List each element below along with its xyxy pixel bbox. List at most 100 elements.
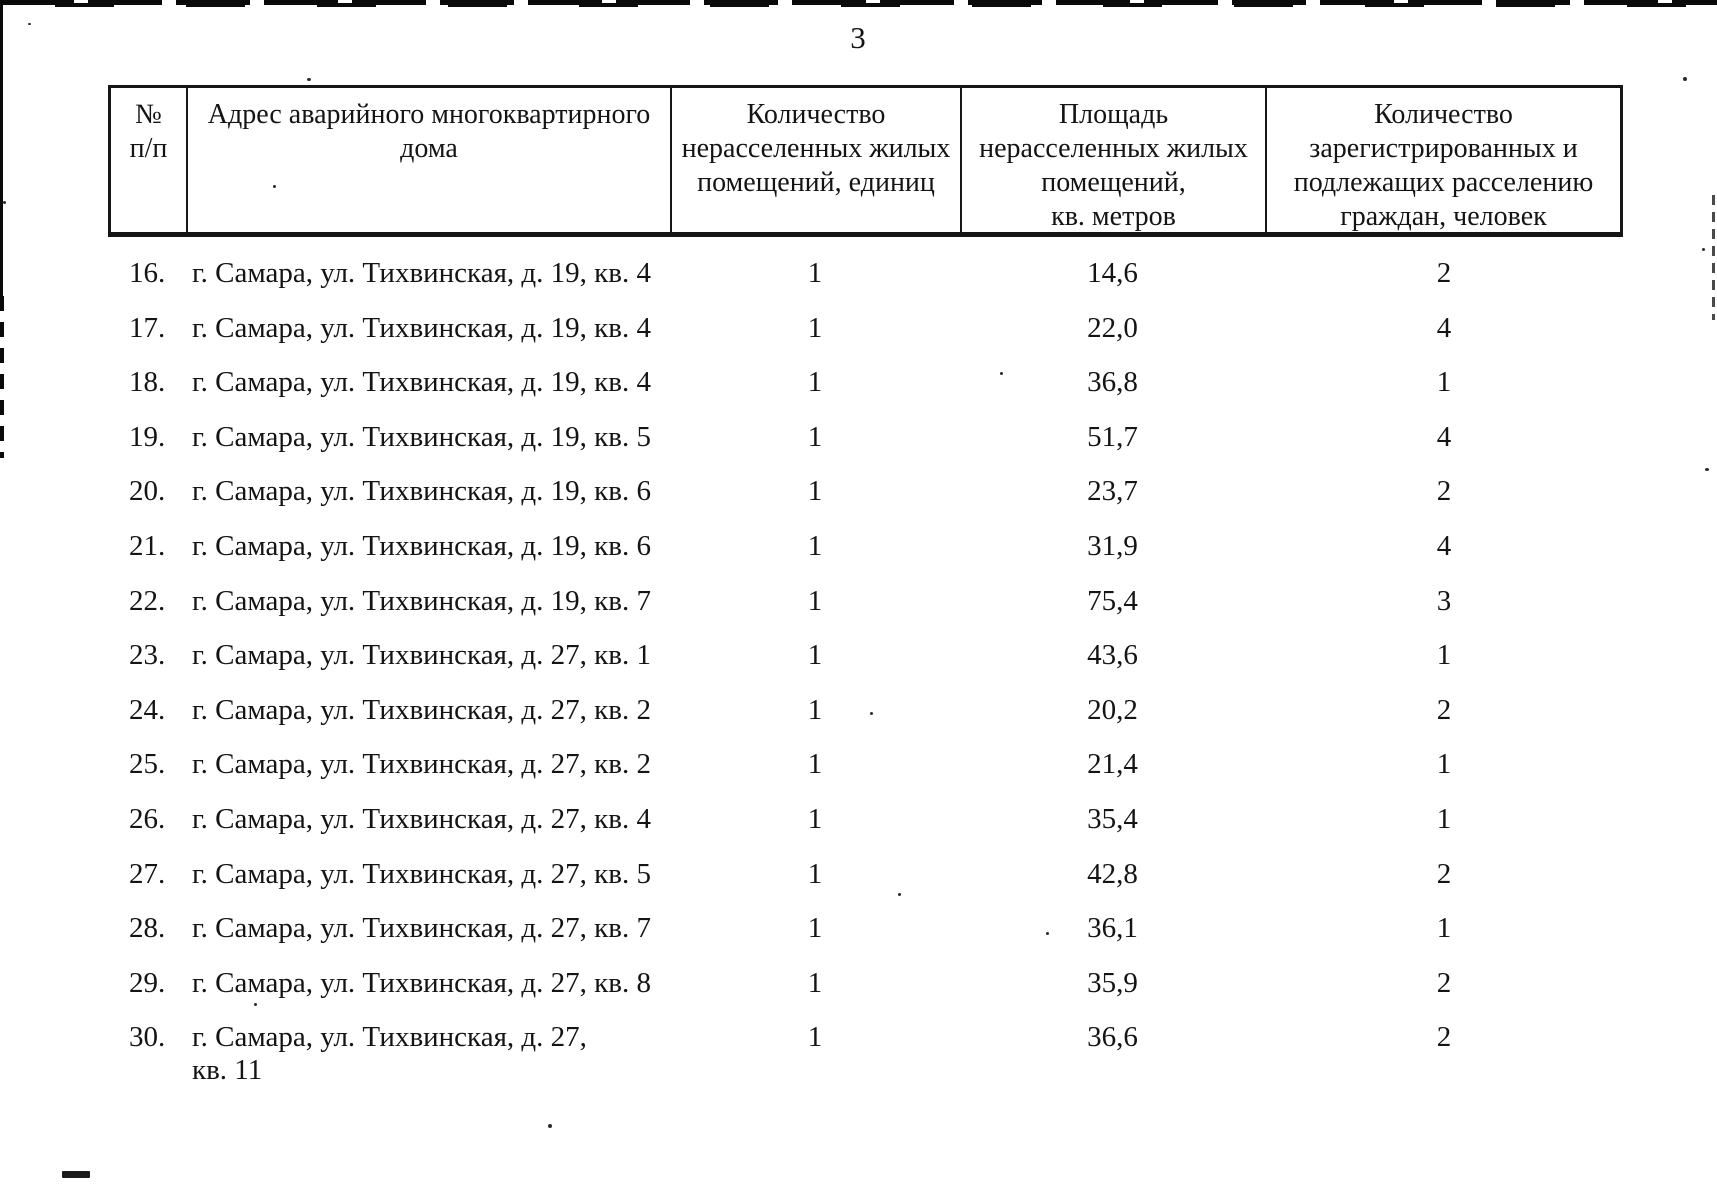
row-number-cell: 30. [129, 1021, 166, 1054]
row-citizens-cell: 4 [1436, 311, 1452, 344]
scan-speck [1683, 77, 1687, 81]
row-count-cell: 1 [807, 420, 823, 453]
row-address-cell: г. Самара, ул. Тихвинская, д. 19, кв. 6 [192, 529, 651, 562]
row-area-cell: 14,6 [1087, 257, 1138, 289]
row-area-cell: 75,4 [1087, 584, 1138, 617]
table-row: 30. г. Самара, ул. Тихвинская, д. 27, кв… [108, 1021, 1623, 1087]
row-number-cell: 24. [129, 693, 166, 726]
row-area-cell: 36,6 [1087, 1021, 1138, 1054]
row-address-cell: г. Самара, ул. Тихвинская, д. 27, кв. 8 [192, 966, 651, 999]
row-count-cell: 1 [807, 257, 823, 289]
table-row: 24. г. Самара, ул. Тихвинская, д. 27, кв… [108, 694, 1623, 749]
row-area-cell: 36,1 [1087, 912, 1138, 945]
row-citizens-cell: 3 [1436, 584, 1452, 617]
scan-left-edge-dashes [0, 296, 4, 458]
header-cell-count: Количество нерасселенных жилых помещений… [670, 88, 960, 232]
row-address-cell: г. Самара, ул. Тихвинская, д. 19, кв. 4 [192, 366, 651, 399]
row-citizens-cell: 2 [1436, 1021, 1452, 1054]
row-address-cell: г. Самара, ул. Тихвинская, д. 27, кв. 1 [192, 639, 651, 672]
scan-speck [898, 893, 901, 896]
scan-speck [1046, 932, 1049, 935]
header-cell-citizens: Количество зарегистрированных и подлежащ… [1265, 88, 1620, 232]
row-count-cell: 1 [807, 857, 823, 890]
row-area-cell: 21,4 [1087, 748, 1138, 781]
row-count-cell: 1 [807, 1021, 823, 1054]
scan-speck [273, 185, 276, 188]
scan-speck [1000, 372, 1003, 375]
row-address-cell: г. Самара, ул. Тихвинская, д. 19, кв. 4 [192, 257, 651, 289]
row-number-cell: 23. [129, 639, 166, 672]
row-address-cell: г. Самара, ул. Тихвинская, д. 19, кв. 4 [192, 311, 651, 344]
row-citizens-cell: 4 [1436, 420, 1452, 453]
row-area-cell: 51,7 [1087, 420, 1138, 453]
row-address-cell: г. Самара, ул. Тихвинская, д. 27, кв. 4 [192, 802, 651, 835]
scan-bottom-mark [62, 1171, 90, 1178]
row-count-cell: 1 [807, 475, 823, 508]
row-count-cell: 1 [807, 966, 823, 999]
row-area-cell: 20,2 [1087, 693, 1138, 726]
table-row: 25. г. Самара, ул. Тихвинская, д. 27, кв… [108, 748, 1623, 803]
row-address-cell: г. Самара, ул. Тихвинская, д. 27, кв. 7 [192, 912, 651, 945]
table-row: 27. г. Самара, ул. Тихвинская, д. 27, кв… [108, 858, 1623, 913]
scan-speck [3, 201, 6, 204]
row-number-cell: 21. [129, 529, 166, 562]
row-number-cell: 29. [129, 966, 166, 999]
row-count-cell: 1 [807, 311, 823, 344]
row-citizens-cell: 1 [1436, 802, 1452, 835]
row-address-cell: г. Самара, ул. Тихвинская, д. 19, кв. 6 [192, 475, 651, 508]
row-number-cell: 27. [129, 857, 166, 890]
row-count-cell: 1 [807, 912, 823, 945]
row-count-cell: 1 [807, 639, 823, 672]
row-citizens-cell: 1 [1436, 912, 1452, 945]
table-row: 23. г. Самара, ул. Тихвинская, д. 27, кв… [108, 639, 1623, 694]
row-address-cell: г. Самара, ул. Тихвинская, д. 27, кв. 5 [192, 857, 651, 890]
row-citizens-cell: 1 [1436, 639, 1452, 672]
row-area-cell: 31,9 [1087, 529, 1138, 562]
scan-speck [1705, 468, 1709, 471]
row-area-cell: 23,7 [1087, 475, 1138, 508]
row-address-cell: г. Самара, ул. Тихвинская, д. 27, кв. 2 [192, 693, 651, 726]
row-citizens-cell: 2 [1436, 475, 1452, 508]
row-number-cell: 16. [129, 257, 166, 289]
row-address-cell: г. Самара, ул. Тихвинская, д. 27, кв. 2 [192, 748, 651, 781]
row-area-cell: 35,4 [1087, 802, 1138, 835]
row-number-cell: 20. [129, 475, 166, 508]
scan-right-edge-dashes [1712, 195, 1715, 320]
row-number-cell: 22. [129, 584, 166, 617]
table-row: 26. г. Самара, ул. Тихвинская, д. 27, кв… [108, 803, 1623, 858]
row-citizens-cell: 2 [1436, 966, 1452, 999]
row-number-cell: 19. [129, 420, 166, 453]
row-area-cell: 43,6 [1087, 639, 1138, 672]
scan-speck [254, 1003, 257, 1006]
table-row: 21. г. Самара, ул. Тихвинская, д. 19, кв… [108, 530, 1623, 585]
table-row: 22. г. Самара, ул. Тихвинская, д. 19, кв… [108, 585, 1623, 640]
row-address-cell: г. Самара, ул. Тихвинская, д. 27, кв. 11 [192, 1021, 587, 1087]
row-citizens-cell: 4 [1436, 529, 1452, 562]
table-row: 17. г. Самара, ул. Тихвинская, д. 19, кв… [108, 312, 1623, 367]
row-address-cell: г. Самара, ул. Тихвинская, д. 19, кв. 7 [192, 584, 651, 617]
row-number-cell: 25. [129, 748, 166, 781]
row-count-cell: 1 [807, 693, 823, 726]
row-number-cell: 28. [129, 912, 166, 945]
table-row: 28. г. Самара, ул. Тихвинская, д. 27, кв… [108, 912, 1623, 967]
resettlement-table: № п/п Адрес аварийного многоквартирного … [108, 85, 1623, 1087]
row-count-cell: 1 [807, 748, 823, 781]
scan-speck [548, 1124, 552, 1128]
row-number-cell: 17. [129, 311, 166, 344]
table-header-row: № п/п Адрес аварийного многоквартирного … [108, 85, 1623, 237]
header-cell-address: Адрес аварийного многоквартирного дома [186, 88, 670, 232]
row-citizens-cell: 2 [1436, 857, 1452, 890]
table-row: 19. г. Самара, ул. Тихвинская, д. 19, кв… [108, 421, 1623, 476]
row-area-cell: 42,8 [1087, 857, 1138, 890]
row-area-cell: 22,0 [1087, 311, 1138, 344]
row-count-cell: 1 [807, 802, 823, 835]
row-count-cell: 1 [807, 366, 823, 399]
row-area-cell: 36,8 [1087, 366, 1138, 399]
page-number: 3 [850, 20, 866, 55]
scan-speck [307, 78, 311, 81]
row-number-cell: 18. [129, 366, 166, 399]
table-row: 29. г. Самара, ул. Тихвинская, д. 27, кв… [108, 967, 1623, 1022]
scan-left-edge-line [0, 0, 3, 296]
table-body: 16. г. Самара, ул. Тихвинская, д. 19, кв… [108, 257, 1623, 1087]
